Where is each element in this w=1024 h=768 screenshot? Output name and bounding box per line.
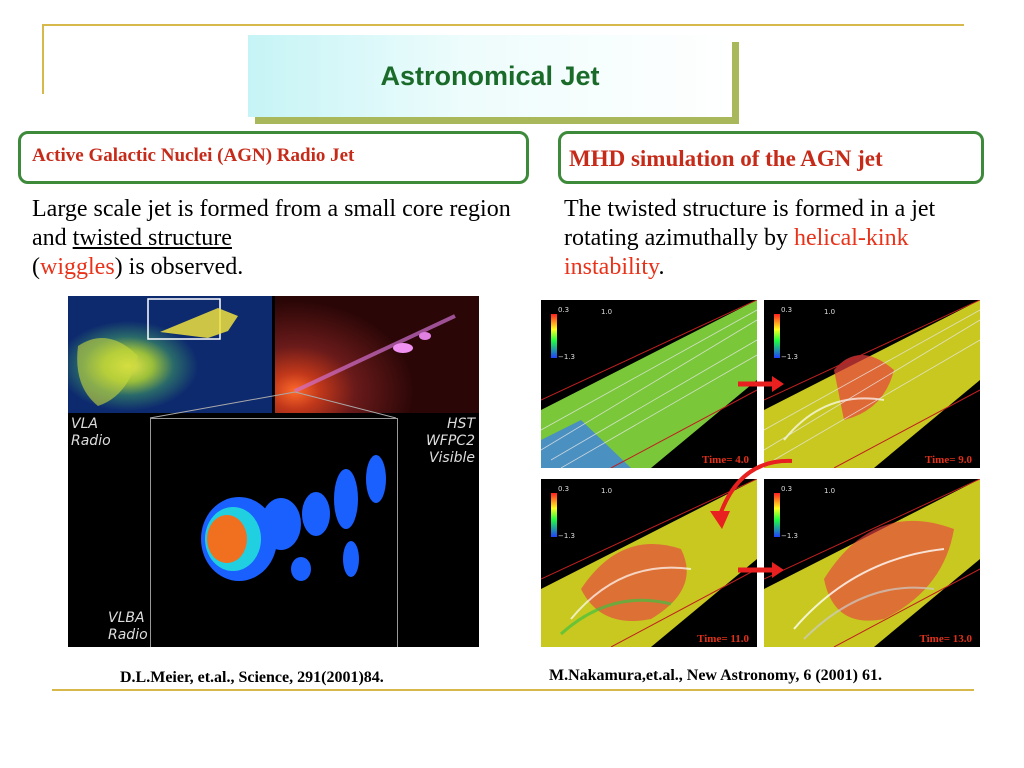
time-label-4: Time= 13.0 xyxy=(919,633,972,645)
vla-radio-image xyxy=(68,296,272,413)
mhd-text-1: The twisted structure is formed in a jet… xyxy=(564,196,936,251)
slide-title: Astronomical Jet xyxy=(380,60,600,91)
vla-label-line1: VLA xyxy=(71,416,98,432)
simulation-panel-4: 0.3 −1.3 1.0 Time= 13.0 xyxy=(764,479,980,647)
agn-text-2: ( xyxy=(32,254,40,280)
ref-vector-2: 1.0 xyxy=(824,308,836,316)
agn-text-1: Large scale jet is formed from a small c… xyxy=(32,196,511,251)
scale-top-4: 0.3 xyxy=(781,485,793,493)
hst-label-line3: Visible xyxy=(428,450,475,466)
right-arrow-icon-2 xyxy=(738,562,784,578)
simulation-panel-1: 0.3 −1.3 1.0 Time= 4.0 xyxy=(541,300,757,468)
agn-composite-image: VLA Radio HST WFPC2 Visible VLBA Radio xyxy=(68,296,479,647)
hst-visible-image xyxy=(275,296,479,413)
colorbar-4 xyxy=(774,493,780,537)
vla-label-line2: Radio xyxy=(71,433,111,449)
vlba-label: VLBA Radio xyxy=(108,610,148,644)
colorbar-1 xyxy=(551,314,557,358)
agn-heading: Active Galactic Nuclei (AGN) Radio Jet xyxy=(32,145,355,166)
scale-bottom-4: −1.3 xyxy=(781,532,798,540)
colorbar-3 xyxy=(551,493,557,537)
twisted-structure-text: twisted structure xyxy=(72,225,232,251)
mhd-citation: M.Nakamura,et.al., New Astronomy, 6 (200… xyxy=(549,667,883,684)
right-arrow-icon xyxy=(738,376,784,392)
frame-left-line xyxy=(42,24,44,94)
simulation-panel-2: 0.3 −1.3 1.0 Time= 9.0 xyxy=(764,300,980,468)
frame-top-line xyxy=(42,24,964,26)
mhd-heading: MHD simulation of the AGN jet xyxy=(569,146,883,171)
hst-label-line1: HST xyxy=(447,416,475,432)
agn-heading-box: Active Galactic Nuclei (AGN) Radio Jet xyxy=(18,131,529,184)
vlba-radio-image xyxy=(150,418,398,647)
colorbar-2 xyxy=(774,314,780,358)
vla-label: VLA Radio xyxy=(71,416,111,450)
ref-vector-1: 1.0 xyxy=(601,308,613,316)
mhd-heading-box: MHD simulation of the AGN jet xyxy=(558,131,984,184)
curved-arrow-icon xyxy=(710,458,793,529)
wiggles-text: wiggles xyxy=(40,254,115,280)
agn-citation: D.L.Meier, et.al., Science, 291(2001)84. xyxy=(120,669,384,686)
vlba-label-line2: Radio xyxy=(108,627,148,643)
helical-kink-text: helical-kink instability xyxy=(564,225,909,280)
time-label-3: Time= 11.0 xyxy=(697,633,749,645)
scale-bottom-1: −1.3 xyxy=(558,353,575,361)
mhd-text-2: . xyxy=(658,254,665,280)
zoom-lines xyxy=(149,391,397,419)
ref-vector-3: 1.0 xyxy=(601,487,613,495)
scale-bottom-2: −1.3 xyxy=(781,353,798,361)
time-label-2: Time= 9.0 xyxy=(924,454,972,466)
hst-label-line2: WFPC2 xyxy=(425,433,475,449)
ref-vector-4: 1.0 xyxy=(824,487,836,495)
agn-description: Large scale jet is formed from a small c… xyxy=(32,195,512,282)
scale-top-2: 0.3 xyxy=(781,306,793,314)
scale-top-1: 0.3 xyxy=(558,306,570,314)
mhd-description: The twisted structure is formed in a jet… xyxy=(564,195,1004,282)
time-label-1: Time= 4.0 xyxy=(701,454,749,466)
scale-top-3: 0.3 xyxy=(558,485,570,493)
scale-bottom-3: −1.3 xyxy=(558,532,575,540)
vlba-label-line1: VLBA xyxy=(108,610,145,626)
frame-bottom-line xyxy=(52,689,974,691)
hst-label: HST WFPC2 Visible xyxy=(426,416,475,467)
agn-text-3: ) is observed. xyxy=(114,254,244,280)
title-box: Astronomical Jet xyxy=(248,35,732,117)
